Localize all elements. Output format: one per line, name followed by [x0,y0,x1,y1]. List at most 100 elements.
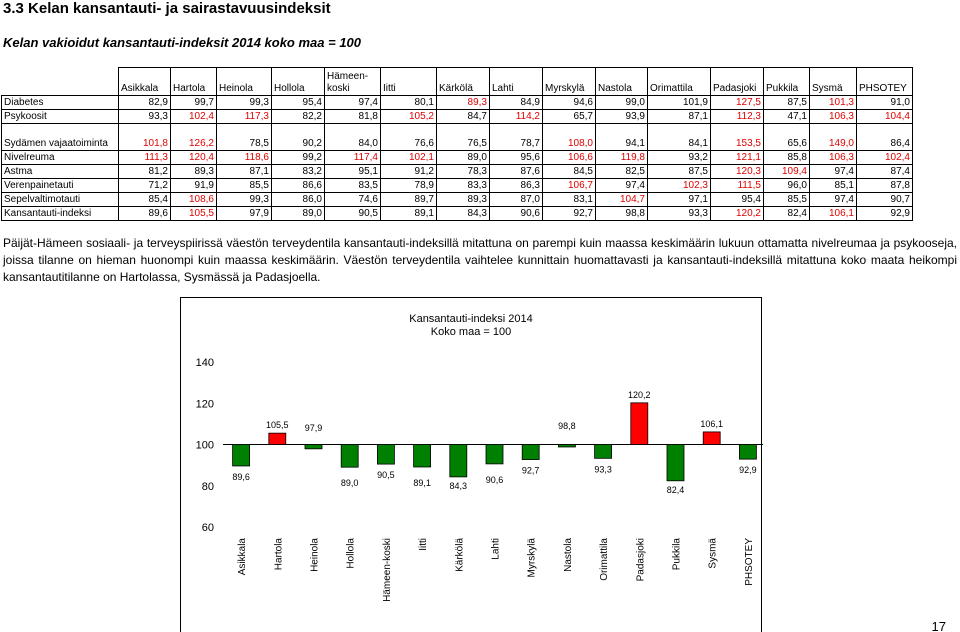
x-tick-label: Iitti [418,538,429,551]
data-label: 98,8 [558,421,576,431]
row-label: Verenpainetauti [1,178,119,193]
data-label: 89,0 [341,478,359,488]
table-cell: 89,1 [380,206,437,221]
row-label: Nivelreuma [1,150,119,165]
x-tick-label: Padasjoki [635,538,646,581]
column-header: Lahti [489,67,543,96]
table-cell: 87,1 [216,164,272,179]
table-cell: 95,4 [271,95,325,110]
table-cell: 93,3 [118,109,171,124]
table-cell: 99,2 [271,150,325,165]
row-label: Psykoosit [1,109,119,124]
column-header: Sysmä [809,67,857,96]
column-header: Nastola [595,67,648,96]
table-row: Psykoosit 93,3 102,4 117,3 82,2 81,8 105,2 84,7… [1,109,913,124]
table-cell: 106,7 [542,178,596,193]
table-cell: 47,1 [763,109,810,124]
bar [594,444,613,459]
table-cell: 102,4 [856,150,913,165]
x-tick-label: Sysmä [708,538,719,569]
table-cell: 84,7 [436,109,490,124]
x-tick-label: Hartola [273,538,284,571]
column-header: Iitti [380,67,437,96]
data-label: 89,1 [413,478,431,488]
table-row: Nivelreuma 111,3 120,4 118,6 99,2 117,4 102,1 8… [1,150,913,165]
bar [413,444,432,468]
table-cell: 101,8 [118,123,171,151]
table-cell: 95,4 [710,192,764,207]
bar [630,402,649,445]
table-cell: 85,8 [763,150,810,165]
data-label: 90,6 [486,475,504,485]
table-cell: 99,7 [170,95,217,110]
y-tick-label: 100 [196,440,214,452]
table-cell: 84,9 [489,95,543,110]
table-cell: 90,2 [271,123,325,151]
page-number: 17 [931,619,946,632]
data-label: 120,2 [628,390,651,400]
column-header: Hämeen-koski [324,67,381,96]
table-cell: 81,2 [118,164,171,179]
table-cell: 97,4 [809,192,857,207]
data-label: 106,1 [700,419,723,429]
table-cell: 78,7 [489,123,543,151]
table-cell: 117,4 [324,150,381,165]
x-tick-label: Orimattila [599,538,610,581]
table-cell: 102,4 [170,109,217,124]
bar [557,444,576,448]
table-row: Sepelvaltimotauti 85,4 108,6 99,3 86,0 74,6 89… [1,192,913,207]
table-cell: 97,1 [647,192,711,207]
row-label: Astma [1,164,119,179]
table-cell: 99,3 [216,95,272,110]
y-tick-label: 120 [196,398,214,410]
column-header: Myrskylä [542,67,596,96]
table-cell: 71,2 [118,178,171,193]
bar [268,432,287,445]
table-cell: 101,9 [647,95,711,110]
data-label: 97,9 [305,423,323,433]
table-cell: 84,0 [324,123,381,151]
table-cell: 89,3 [170,164,217,179]
bar [485,444,504,465]
table-cell: 98,8 [595,206,648,221]
table-cell: 127,5 [710,95,764,110]
bar [739,444,757,460]
table-cell: 89,3 [436,192,490,207]
table-cell: 90,7 [856,192,913,207]
table-cell: 87,5 [647,164,711,179]
bar [666,444,685,482]
table-cell: 104,7 [595,192,648,207]
row-label: Sydämen vajaatoiminta [1,123,119,151]
chart-title: Kansantauti-indeksi 2014 [409,313,533,325]
chart-subtitle: Koko maa = 100 [431,326,511,338]
table-cell: 87,6 [489,164,543,179]
bar [521,444,540,460]
table-cell: 90,5 [324,206,381,221]
bar [340,444,359,468]
table-cell: 82,5 [595,164,648,179]
section-heading: 3.3 Kelan kansantauti- ja sairastavuusin… [3,0,331,17]
table-cell: 153,5 [710,123,764,151]
column-header: Hartola [170,67,217,96]
data-label: 84,3 [450,481,468,491]
table-cell: 84,3 [436,206,490,221]
table-cell: 92,9 [856,206,913,221]
table-cell: 119,8 [595,150,648,165]
table-cell: 89,0 [271,206,325,221]
table-cell: 126,2 [170,123,217,151]
table-cell: 149,0 [809,123,857,151]
table-cell: 84,5 [542,164,596,179]
table-cell: 106,6 [542,150,596,165]
x-tick-label: Heinola [310,538,321,572]
table-cell: 87,4 [856,164,913,179]
table-cell: 104,4 [856,109,913,124]
data-label: 92,9 [739,465,757,475]
body-paragraph: Päijät-Hämeen sosiaali- ja terveyspiiris… [3,236,957,284]
table-cell: 121,1 [710,150,764,165]
table-cell: 89,0 [436,150,490,165]
bar [232,444,250,467]
table-cell: 85,5 [216,178,272,193]
table-cell: 81,8 [324,109,381,124]
x-tick-label: Hollola [346,538,357,569]
